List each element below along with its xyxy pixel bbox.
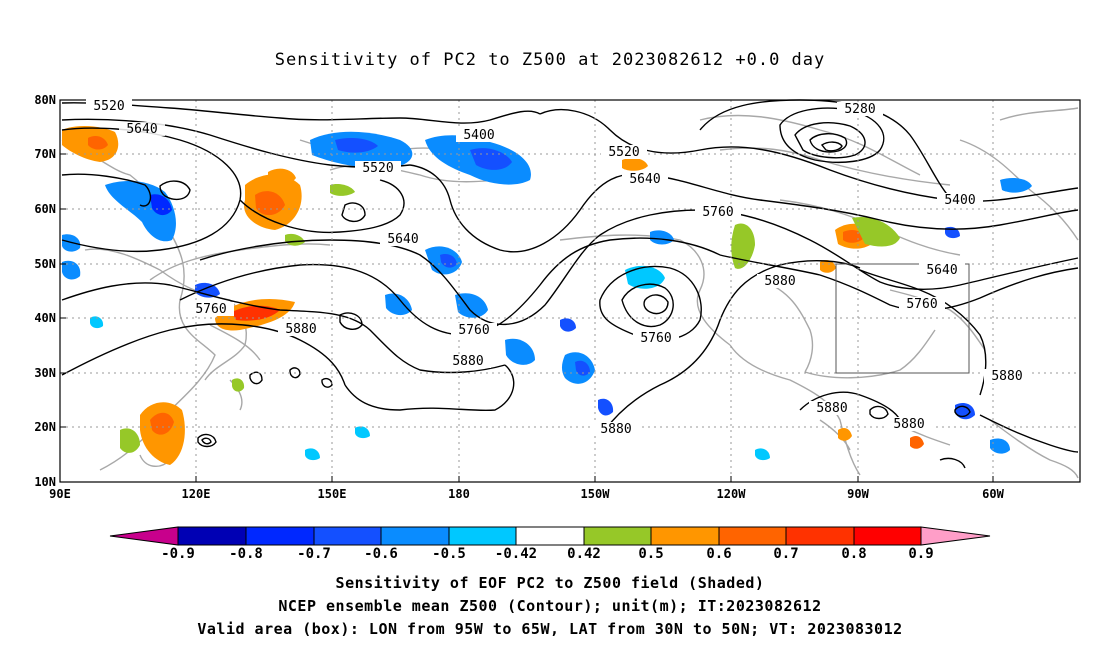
lat-label: 30N [34,366,56,380]
colorbar-tick: 0.5 [638,546,663,562]
footer-line-1: Sensitivity of EOF PC2 to Z500 field (Sh… [335,574,765,592]
contour-label: 5760 [906,297,937,312]
contour-label: 5280 [844,102,875,117]
valid-area-box [835,263,970,374]
colorbar-tick: -0.5 [432,546,466,562]
lat-label: 50N [34,257,56,271]
contour-label: 5760 [195,302,226,317]
contour-label: 5880 [816,401,847,416]
colorbar-bin [853,526,922,546]
lon-label: 90W [847,487,869,501]
lon-label: 90E [49,487,71,501]
contour-label: 5880 [452,354,483,369]
contour-label: 5880 [764,274,795,289]
colorbar-bin [380,526,450,546]
lat-label: 60N [34,202,56,216]
contour-label: 5880 [285,322,316,337]
colorbar [109,526,991,546]
map-frame [59,99,1081,483]
colorbar-bin [515,526,585,546]
latitude-labels: 80N 70N 60N 50N 40N 30N 20N 10N [34,93,56,489]
colorbar-tick: -0.7 [297,546,331,562]
colorbar-tick: 0.6 [706,546,731,562]
lon-label: 150E [318,487,347,501]
colorbar-tick: 0.7 [773,546,798,562]
graticule [60,100,1080,482]
colorbar-tick: 0.8 [841,546,866,562]
contour-label: 5760 [458,323,489,338]
colorbar-bin [448,526,517,546]
colorbar-lower-arrow [109,526,179,546]
colorbar-bin [583,526,652,546]
colorbar-bin [177,526,247,546]
contour-label: 5640 [387,232,418,247]
lon-label: 120E [182,487,211,501]
shaded-sensitivity [62,126,1032,465]
colorbar-bin [650,526,720,546]
colorbar-bin [313,526,382,546]
lon-label: 120W [717,487,747,501]
colorbar-tick: -0.9 [161,546,195,562]
lon-label: 150W [581,487,611,501]
contour-label: 5520 [93,99,124,114]
colorbar-tick: -0.8 [229,546,263,562]
contour-label: 5400 [463,128,494,143]
lat-label: 40N [34,311,56,325]
colorbar-bin [785,526,855,546]
colorbar-tick: -0.6 [364,546,398,562]
colorbar-bin [245,526,315,546]
lon-label: 180 [448,487,470,501]
axis-ticks [59,99,994,483]
lat-label: 70N [34,147,56,161]
contour-label: 5760 [640,331,671,346]
contour-label: 5880 [893,417,924,432]
contour-label: 5520 [608,145,639,160]
z500-contours [61,99,1079,469]
contour-label: 5880 [600,422,631,437]
contour-label: 5400 [944,193,975,208]
colorbar-tick: 0.42 [567,546,601,562]
contour-label: 5640 [126,122,157,137]
colorbar-tick: -0.42 [495,546,537,562]
contour-label: 5880 [991,369,1022,384]
colorbar-tick-labels: -0.9 -0.8 -0.7 -0.6 -0.5 -0.42 0.42 0.5 … [161,546,934,562]
contour-label: 5640 [629,172,660,187]
colorbar-upper-arrow [920,526,991,546]
footer-line-2: NCEP ensemble mean Z500 (Contour); unit(… [278,597,822,615]
lon-label: 60W [982,487,1004,501]
colorbar-tick: 0.9 [908,546,933,562]
contour-label: 5520 [362,161,393,176]
lat-label: 80N [34,93,56,107]
footer-line-3: Valid area (box): LON from 95W to 65W, L… [197,620,903,638]
longitude-labels: 90E 120E 150E 180 150W 120W 90W 60W [49,487,1004,501]
contour-label: 5640 [926,263,957,278]
contour-label: 5760 [702,205,733,220]
map-title: Sensitivity of PC2 to Z500 at 2023082612… [274,50,826,70]
lat-label: 20N [34,420,56,434]
colorbar-bin [718,526,787,546]
lat-label: 10N [34,475,56,489]
contour-value-labels: 5520 5640 5400 5520 5520 5640 5280 5760 … [86,99,1030,437]
